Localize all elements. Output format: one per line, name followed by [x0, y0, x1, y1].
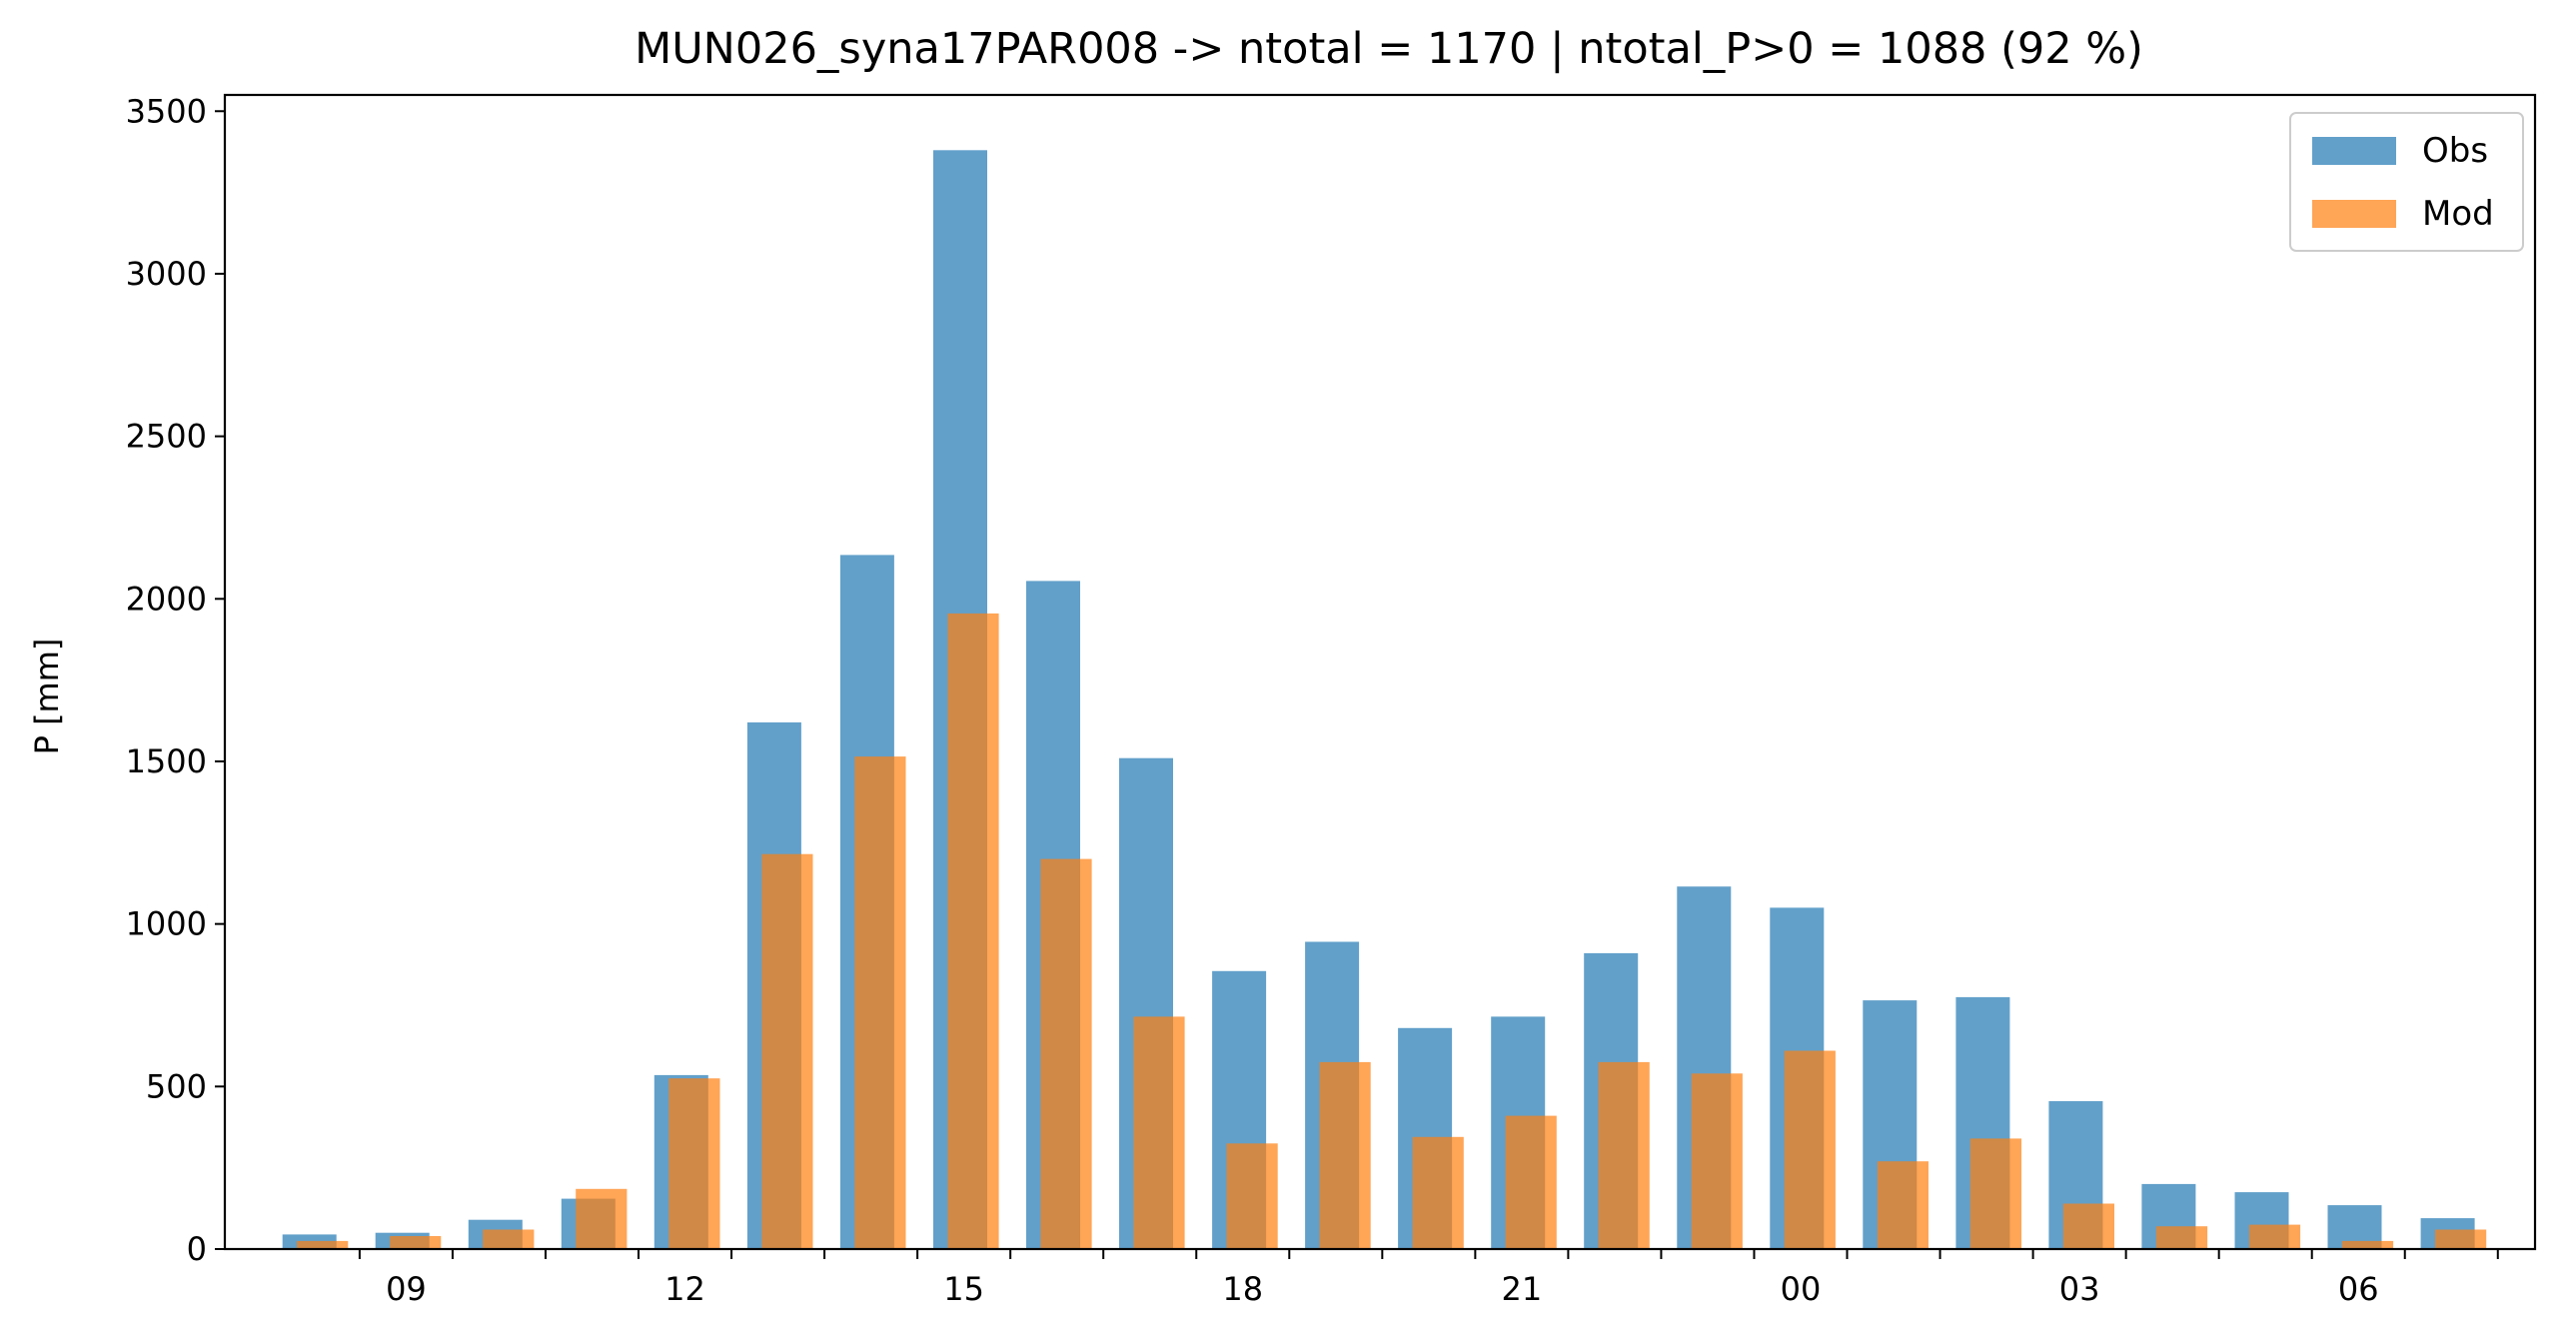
- bar-mod-16: [1040, 858, 1092, 1249]
- bar-mod-07: [2435, 1229, 2487, 1249]
- bar-mod-13: [761, 853, 813, 1249]
- chart-title: MUN026_syna17PAR008 -> ntotal = 1170 | n…: [635, 24, 2143, 74]
- x-tick-label-09: 09: [386, 1270, 427, 1308]
- bar-mod-09: [390, 1236, 442, 1249]
- bar-mod-19: [1319, 1061, 1371, 1249]
- bar-mod-08: [297, 1240, 349, 1249]
- bar-mod-02: [1969, 1138, 2021, 1249]
- legend-label-obs: Obs: [2422, 131, 2488, 171]
- y-tick-label-1500: 1500: [126, 742, 207, 780]
- y-tick-label-3000: 3000: [126, 255, 207, 293]
- bar-mod-22: [1598, 1061, 1650, 1249]
- plot-frame: [223, 93, 2537, 1251]
- legend-label-mod: Mod: [2422, 194, 2494, 234]
- bar-mod-20: [1412, 1136, 1464, 1249]
- bar-mod-15: [947, 613, 999, 1249]
- x-tick-label-21: 21: [1502, 1270, 1543, 1308]
- x-tick-label-06: 06: [2338, 1270, 2379, 1308]
- legend-swatch-obs: [2312, 137, 2396, 165]
- x-tick-label-03: 03: [2059, 1270, 2100, 1308]
- x-tick-label-12: 12: [664, 1270, 705, 1308]
- bar-mod-05: [2248, 1224, 2301, 1249]
- bar-mod-00: [1784, 1050, 1836, 1249]
- bar-mod-12: [668, 1078, 720, 1249]
- legend: Obs Mod: [2289, 112, 2524, 252]
- plot-area: 0 500 1000 1500 2000 2500 3000 3500 09 12 15 18 21 00…: [126, 92, 2537, 1308]
- bar-mod-18: [1226, 1143, 1278, 1249]
- bar-mod-10: [483, 1229, 535, 1249]
- bar-mod-04: [2155, 1226, 2208, 1249]
- y-axis-label: P [mm]: [28, 639, 66, 755]
- y-tick-label-0: 0: [187, 1230, 207, 1268]
- bar-mod-23: [1691, 1073, 1743, 1249]
- bar-mod-11: [576, 1188, 628, 1249]
- y-tick-label-3500: 3500: [126, 92, 207, 130]
- y-tick-label-2000: 2000: [126, 580, 207, 618]
- x-tick-label-18: 18: [1222, 1270, 1263, 1308]
- bar-mod-03: [2062, 1203, 2114, 1249]
- bar-mod-21: [1505, 1115, 1557, 1249]
- bar-mod-17: [1133, 1016, 1185, 1249]
- bar-mod-06: [2341, 1240, 2394, 1249]
- y-tick-label-2500: 2500: [126, 418, 207, 456]
- x-tick-label-00: 00: [1781, 1270, 1822, 1308]
- y-tick-label-1000: 1000: [126, 905, 207, 943]
- bar-mod-14: [854, 756, 906, 1249]
- y-tick-label-500: 500: [146, 1067, 207, 1105]
- x-tick-label-15: 15: [943, 1270, 984, 1308]
- bar-mod-01: [1877, 1161, 1929, 1249]
- legend-swatch-mod: [2312, 200, 2396, 228]
